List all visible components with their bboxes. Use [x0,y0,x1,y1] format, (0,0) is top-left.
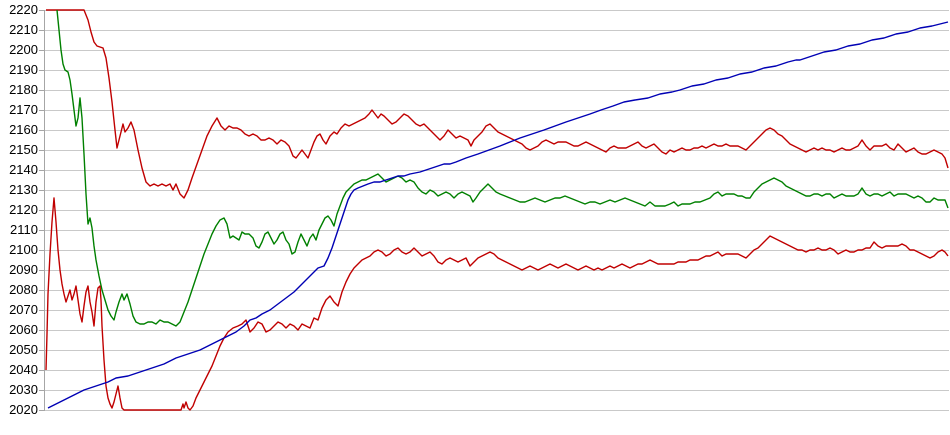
series-middle-average-line [56,9,949,327]
y-axis-label: 2160 [9,122,38,137]
y-axis-label: 2060 [9,322,38,337]
y-axis-label: 2030 [9,382,38,397]
y-axis-label: 2200 [9,42,38,57]
series-lower-band-line [45,197,949,411]
y-axis-label: 2210 [9,22,38,37]
series-balance-line-line [47,21,949,409]
y-axis-label: 2180 [9,82,38,97]
y-axis-label: 2070 [9,302,38,317]
y-axis-label: 2020 [9,402,38,417]
y-axis-label: 2190 [9,62,38,77]
series-layer [45,9,949,411]
y-axis-label: 2090 [9,262,38,277]
y-axis-label: 2220 [9,2,38,17]
y-axis-label: 2140 [9,162,38,177]
grid-layer [44,10,949,411]
y-axis-label: 2120 [9,202,38,217]
y-axis-label: 2170 [9,102,38,117]
y-axis-label: 2110 [10,222,38,237]
y-axis-label: 2150 [9,142,38,157]
axis-layer [39,10,45,411]
y-axis-label: 2130 [9,182,38,197]
y-axis-label: 2050 [9,342,38,357]
series-upper-band-line [46,9,949,199]
y-axis-label: 2080 [9,282,38,297]
y-axis-label: 2040 [9,362,38,377]
y-axis-label: 2100 [9,242,38,257]
